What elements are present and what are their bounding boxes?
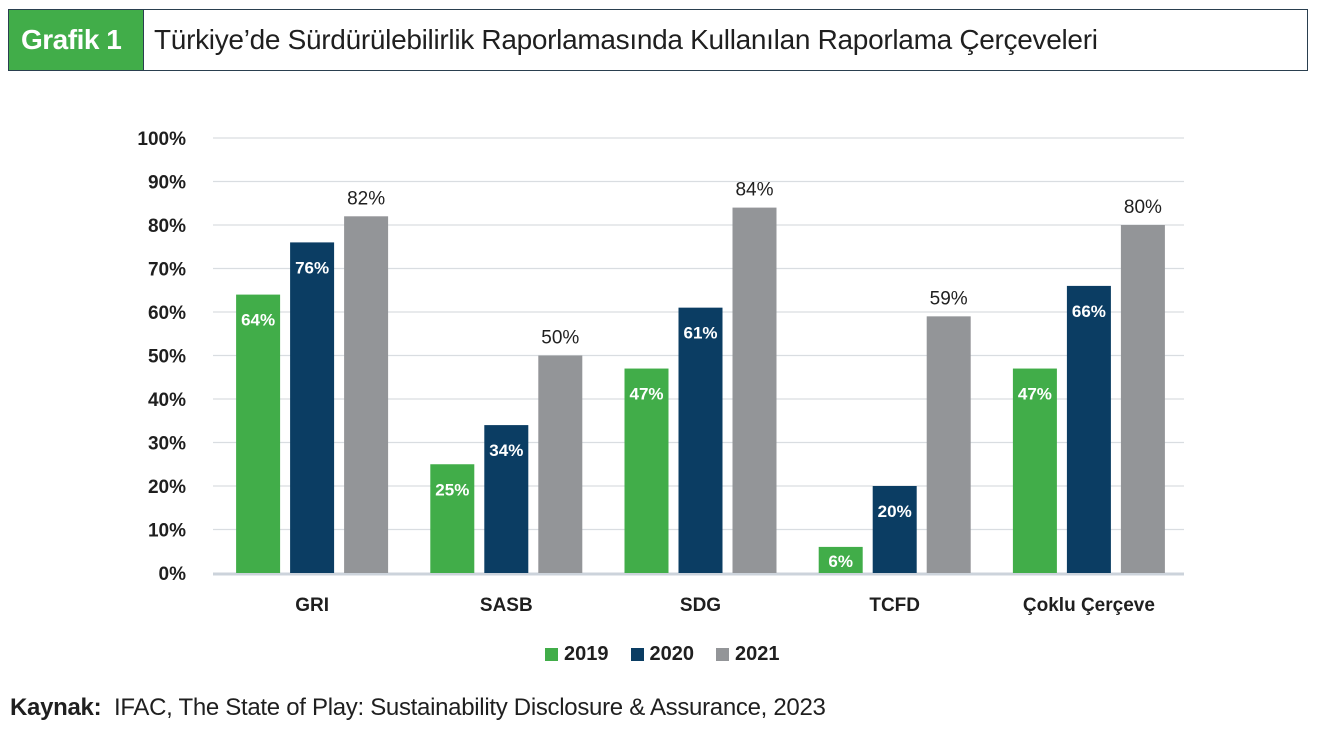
y-tick-label: 100%	[137, 129, 186, 150]
x-tick-label: SDG	[680, 595, 721, 616]
y-tick-label: 50%	[148, 347, 186, 368]
data-label: 80%	[1124, 197, 1162, 218]
data-label: 25%	[435, 480, 469, 499]
bar-2021	[538, 355, 583, 573]
chart-title: Türkiye’de Sürdürülebilirlik Raporlaması…	[154, 24, 1098, 55]
y-tick-label: 20%	[148, 477, 186, 498]
data-label: 20%	[878, 502, 912, 521]
bar-2020	[484, 425, 529, 573]
source-text: IFAC, The State of Play: Sustainability …	[114, 694, 826, 721]
y-tick-label: 10%	[148, 521, 186, 542]
y-tick-label: 90%	[148, 173, 186, 194]
data-label: 64%	[241, 311, 275, 330]
y-tick-label: 30%	[148, 434, 186, 455]
bar-2019	[236, 294, 281, 573]
data-label: 47%	[629, 385, 663, 404]
legend-swatch	[545, 648, 558, 661]
data-label: 84%	[735, 180, 773, 201]
data-label: 59%	[930, 288, 968, 309]
data-label: 6%	[828, 552, 853, 571]
legend: 2019 2020 2021	[545, 643, 780, 666]
chart-header: Grafik 1 Türkiye’de Sürdürülebilirlik Ra…	[8, 9, 1308, 71]
legend-item: 2019	[545, 643, 609, 666]
bar-2020	[1066, 285, 1111, 573]
data-label: 76%	[295, 258, 329, 277]
legend-item: 2020	[630, 643, 695, 666]
x-tick-label: Çoklu Çerçeve	[1023, 595, 1155, 616]
bar-2021	[1120, 225, 1165, 573]
bar-2020	[290, 242, 335, 573]
data-label: 50%	[541, 328, 579, 349]
legend-swatch	[630, 648, 644, 661]
data-label: 34%	[489, 441, 523, 460]
data-label: 66%	[1072, 302, 1106, 321]
bar-2021	[732, 207, 777, 573]
data-label: 61%	[683, 324, 717, 343]
legend-label: 2019	[564, 643, 609, 665]
y-tick-label: 0%	[159, 564, 187, 585]
legend-swatch	[716, 648, 729, 661]
y-tick-label: 70%	[148, 260, 186, 281]
bar-2019	[624, 368, 669, 573]
bar-2020	[872, 486, 917, 573]
bar-2019	[818, 546, 863, 573]
x-tick-label: GRI	[295, 595, 329, 616]
bar-2021	[926, 316, 971, 573]
bar-2019	[1012, 368, 1057, 573]
bar-2020	[678, 307, 723, 573]
source-note: Kaynak: IFAC, The State of Play: Sustain…	[10, 694, 826, 722]
y-tick-label: 40%	[148, 390, 186, 411]
data-label: 82%	[347, 188, 385, 209]
legend-label: 2021	[735, 643, 780, 665]
figure-tag: Grafik 1	[9, 10, 144, 70]
bar-2021	[344, 216, 389, 574]
y-tick-label: 60%	[148, 303, 186, 324]
bar-2019	[430, 464, 475, 573]
legend-item: 2021	[716, 643, 780, 666]
x-tick-label: SASB	[480, 595, 533, 616]
y-tick-label: 80%	[148, 216, 186, 237]
data-label: 47%	[1018, 385, 1052, 404]
source-label: Kaynak:	[10, 694, 102, 721]
legend-label: 2020	[649, 643, 695, 665]
x-tick-label: TCFD	[869, 595, 920, 616]
